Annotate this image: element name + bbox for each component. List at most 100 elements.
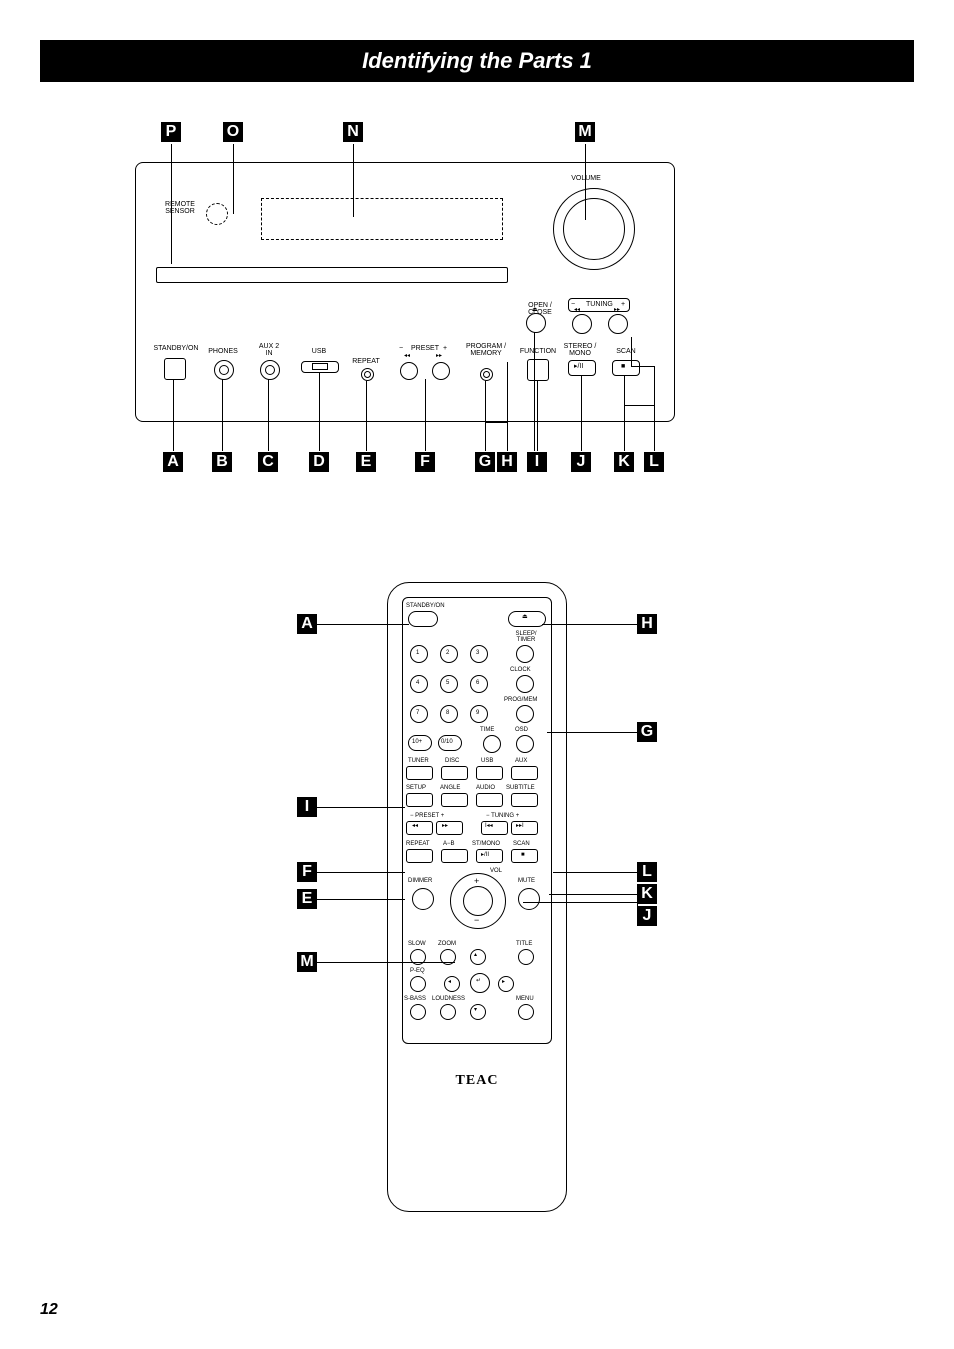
lbl-tuning-plus: + <box>621 301 625 308</box>
lbl-preset-minus: − <box>399 345 403 352</box>
btn-stop <box>612 360 640 376</box>
r-btn-dimmer <box>412 888 434 910</box>
r-lbl-standby: STANDBY/ON <box>406 603 456 609</box>
next-icon-2: ▸▸ <box>436 353 442 359</box>
r-btn-repeat <box>406 849 433 863</box>
r-callout-J: J <box>637 906 657 926</box>
r-btn-left <box>444 976 460 992</box>
r-lbl-osd: OSD <box>515 727 528 733</box>
callout-K: K <box>614 452 634 472</box>
btn-tuning-down <box>572 314 592 334</box>
brand-label: TEAC <box>388 1073 566 1089</box>
r-btn-title <box>518 949 534 965</box>
r-btn-subtitle <box>511 793 538 807</box>
callout-M: M <box>575 122 595 142</box>
callout-C: C <box>258 452 278 472</box>
r-lbl-vol: VOL <box>490 868 502 874</box>
r-btn-disc <box>441 766 468 780</box>
r-callout-M: M <box>297 952 317 972</box>
remote-sensor-icon <box>206 203 228 225</box>
r-callout-E: E <box>297 889 317 909</box>
r-callout-K: K <box>637 884 657 904</box>
r-btn-osd <box>516 735 534 753</box>
btn-preset-down <box>400 362 418 380</box>
r-btn-up <box>470 949 486 965</box>
callout-B: B <box>212 452 232 472</box>
receiver-outline: REMOTE SENSOR VOLUME OPEN / CLOSE ⏏ − TU… <box>135 162 675 422</box>
callout-P: P <box>161 122 181 142</box>
r-btn-audio <box>476 793 503 807</box>
r-btn-sbass <box>410 1004 426 1020</box>
r-btn-sleep <box>516 645 534 663</box>
disc-tray <box>156 267 508 283</box>
prev-icon-2: ◂◂ <box>404 353 410 359</box>
r-btn-preset-up <box>436 821 463 835</box>
callout-G: G <box>475 452 495 472</box>
lbl-standby: STANDBY/ON <box>151 345 201 352</box>
callout-J: J <box>571 452 591 472</box>
r-btn-aux <box>511 766 538 780</box>
r-lbl-dimmer: DIMMER <box>408 878 432 884</box>
r-btn-down <box>470 1004 486 1020</box>
r-btn-loudness <box>440 1004 456 1020</box>
prev-icon: ◂◂ <box>574 307 580 313</box>
btn-openclose <box>526 313 546 333</box>
lbl-aux2: AUX 2 IN <box>256 343 282 357</box>
r-lbl-preset: − PRESET + <box>410 813 444 819</box>
callout-N: N <box>343 122 363 142</box>
callout-F: F <box>415 452 435 472</box>
r-btn-time <box>483 735 501 753</box>
callout-L: L <box>644 452 664 472</box>
r-lbl-sleep: SLEEP/ TIMER <box>508 631 544 643</box>
r-btn-usb <box>476 766 503 780</box>
r-lbl-mute: MUTE <box>518 878 535 884</box>
r-btn-preset-dn <box>406 821 433 835</box>
lbl-tuning: TUNING <box>586 301 613 308</box>
r-lbl-tuning: − TUNING + <box>486 813 519 819</box>
r-callout-A: A <box>297 614 317 634</box>
lbl-preset: PRESET <box>411 345 439 352</box>
r-lbl-time: TIME <box>480 727 494 733</box>
lbl-remote-sensor: REMOTE SENSOR <box>160 201 200 215</box>
playpause-icon: ▸/II <box>574 363 583 370</box>
btn-standby <box>164 358 186 380</box>
r-callout-F: F <box>297 862 317 882</box>
section-title: Identifying the Parts 1 <box>40 40 914 82</box>
r-callout-I: I <box>297 797 317 817</box>
r-btn-standby <box>408 611 438 627</box>
r-vol-knob <box>463 886 493 916</box>
lbl-preset-plus: + <box>443 345 447 352</box>
btn-function <box>527 359 549 381</box>
callout-D: D <box>309 452 329 472</box>
r-eject-icon: ⏏ <box>522 614 528 620</box>
callout-A: A <box>163 452 183 472</box>
lbl-repeat: REPEAT <box>351 358 381 365</box>
lbl-usb: USB <box>309 348 329 355</box>
callout-I: I <box>527 452 547 472</box>
r-btn-slow <box>410 949 426 965</box>
r-btn-clock <box>516 675 534 693</box>
r-btn-setup <box>406 793 433 807</box>
r-btn-progmem <box>516 705 534 723</box>
receiver-diagram-area: P O N M REMOTE SENSOR VOLUME OPEN / CLOS… <box>127 132 827 492</box>
lbl-program: PROGRAM / MEMORY <box>466 343 506 357</box>
lbl-function: FUNCTION <box>519 348 557 355</box>
r-callout-L: L <box>637 862 657 882</box>
r-btn-angle <box>441 793 468 807</box>
page-number: 12 <box>40 1301 58 1319</box>
r-lbl-progmem: PROG/MEM <box>504 697 537 703</box>
r-btn-right <box>498 976 514 992</box>
next-icon: ▸▸ <box>614 307 620 313</box>
r-btn-mute <box>518 888 540 910</box>
remote-outline: STANDBY/ON ⏏ 1 2 3 SLEEP/ TIMER 4 5 6 CL… <box>387 582 567 1212</box>
r-btn-ab <box>441 849 468 863</box>
r-callout-G: G <box>637 722 657 742</box>
r-btn-menu <box>518 1004 534 1020</box>
r-callout-H: H <box>637 614 657 634</box>
lbl-phones: PHONES <box>208 348 238 355</box>
lbl-stereo: STEREO / MONO <box>562 343 598 357</box>
r-btn-tuner <box>406 766 433 780</box>
lbl-scan: SCAN <box>614 348 638 355</box>
callout-O: O <box>223 122 243 142</box>
r-btn-zoom <box>440 949 456 965</box>
